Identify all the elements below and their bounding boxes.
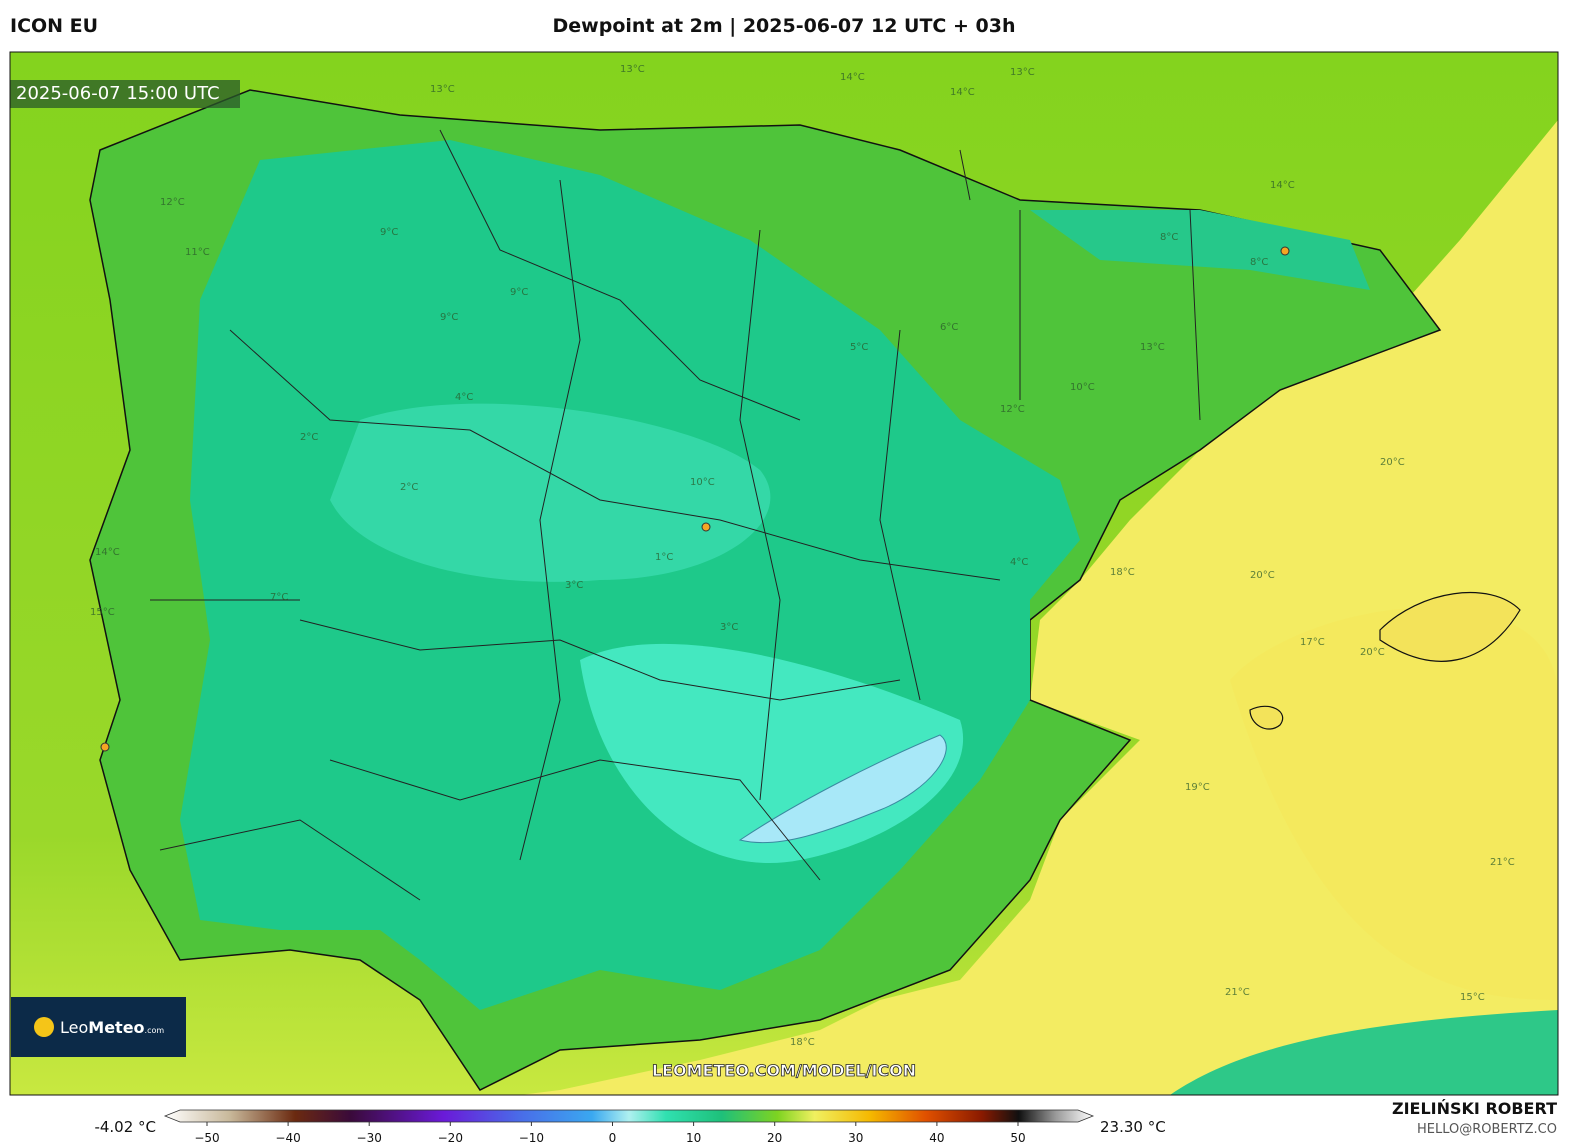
contour-label: 9°C xyxy=(440,312,458,323)
contour-label: 6°C xyxy=(940,322,958,333)
contour-label: 13°C xyxy=(1010,67,1035,78)
watermark: LEOMETEO.COM/MODEL/ICON xyxy=(652,1061,916,1080)
city-marker xyxy=(100,742,110,752)
model-name: ICON EU xyxy=(10,15,98,37)
contour-label: 2°C xyxy=(300,432,318,443)
contour-label: 1°C xyxy=(655,552,673,563)
logo-sun xyxy=(34,1017,54,1037)
contour-label: 14°C xyxy=(840,72,865,83)
email: HELLO@ROBERTZ.CO xyxy=(1417,1122,1557,1137)
map-title: Dewpoint at 2m | 2025-06-07 12 UTC + 03h xyxy=(553,15,1016,37)
contour-label: 21°C xyxy=(1225,987,1250,998)
contour-label: 19°C xyxy=(1185,782,1210,793)
contour-label: 3°C xyxy=(720,622,738,633)
contour-label: 4°C xyxy=(1010,557,1028,568)
contour-label: 14°C xyxy=(95,547,120,558)
colorbar: -4.02 °C 23.30 °C −50 −40 −30 −20 −10 0 10 20 30… xyxy=(94,1109,1166,1145)
max-value: 23.30 °C xyxy=(1100,1118,1166,1136)
contour-label: 12°C xyxy=(160,197,185,208)
contour-label: 12°C xyxy=(1000,404,1025,415)
colorbar-tick-label: 10 xyxy=(686,1131,701,1145)
author: ZIELIŃSKI ROBERT xyxy=(1392,1099,1557,1118)
contour-label: 15°C xyxy=(1460,992,1485,1003)
colorbar-tick-label: −10 xyxy=(519,1131,544,1145)
contour-label: 14°C xyxy=(950,87,975,98)
contour-label: 13°C xyxy=(620,64,645,75)
colorbar-tick-label: −20 xyxy=(438,1131,463,1145)
island xyxy=(1249,705,1284,730)
contour-label: 18°C xyxy=(790,1037,815,1048)
contour-label: 3°C xyxy=(565,580,583,591)
contour-label: 7°C xyxy=(270,592,288,603)
contour-label: 15°C xyxy=(90,607,115,618)
time-badge xyxy=(10,80,240,108)
colorbar-tick-label: 0 xyxy=(609,1131,617,1145)
contour-label: 8°C xyxy=(1250,257,1268,268)
city-marker xyxy=(701,522,711,532)
colorbar-tick-label: −30 xyxy=(357,1131,382,1145)
contour-label: 9°C xyxy=(380,227,398,238)
logo: LeoMeteo.com xyxy=(60,1018,164,1037)
contour-label: 17°C xyxy=(1300,637,1325,648)
logo-brand: Meteo xyxy=(88,1018,144,1037)
logo-suffix: .com xyxy=(145,1026,165,1035)
contour-label: 10°C xyxy=(690,477,715,488)
island xyxy=(1379,592,1521,662)
map-frame xyxy=(9,51,1559,1096)
contour-label: 14°C xyxy=(1270,180,1295,191)
logo-name: Leo xyxy=(60,1018,88,1037)
contour-label: 5°C xyxy=(850,342,868,353)
contour-label: 20°C xyxy=(1380,457,1405,468)
region-border xyxy=(150,129,1201,901)
contour-label: 8°C xyxy=(1160,232,1178,243)
colorbar-tick-label: −40 xyxy=(275,1131,300,1145)
contour-label: 10°C xyxy=(1070,382,1095,393)
colorbar-tick-label: 20 xyxy=(767,1131,782,1145)
cold-field xyxy=(738,734,947,844)
cool-field xyxy=(330,403,771,582)
contour-label: 13°C xyxy=(430,84,455,95)
africa-field xyxy=(1170,1010,1558,1095)
contour-label: 2°C xyxy=(400,482,418,493)
contour-label: 13°C xyxy=(1140,342,1165,353)
contour-label: 20°C xyxy=(1250,570,1275,581)
contour-label: 4°C xyxy=(455,392,473,403)
contour-label: 9°C xyxy=(510,287,528,298)
ebro-field xyxy=(1030,210,1370,290)
contour-label: 21°C xyxy=(1490,857,1515,868)
valid-time: 2025-06-07 15:00 UTC xyxy=(16,83,220,104)
contour-labels: 13°C 13°C 14°C 14°C 13°C 14°C 12°C 11°C 9°C 9°C 5°… xyxy=(90,64,1515,1048)
contour-label: 18°C xyxy=(1110,567,1135,578)
map-area: 13°C 13°C 14°C 14°C 13°C 14°C 12°C 11°C 9°C 9°C 5°… xyxy=(9,51,1559,1096)
contour-label: 11°C xyxy=(185,247,210,258)
colorbar-ramp xyxy=(163,1109,1095,1123)
city-marker xyxy=(1280,246,1290,256)
mediterranean-field xyxy=(520,120,1558,1095)
contour-label: 20°C xyxy=(1360,647,1385,658)
colorbar-tick-label: −50 xyxy=(194,1131,219,1145)
min-value: -4.02 °C xyxy=(94,1118,156,1136)
colorbar-tick-label: 40 xyxy=(929,1131,944,1145)
colorbar-tick-label: 30 xyxy=(848,1131,863,1145)
warm-field xyxy=(1230,607,1559,1000)
colorbar-tick-label: 50 xyxy=(1010,1131,1025,1145)
